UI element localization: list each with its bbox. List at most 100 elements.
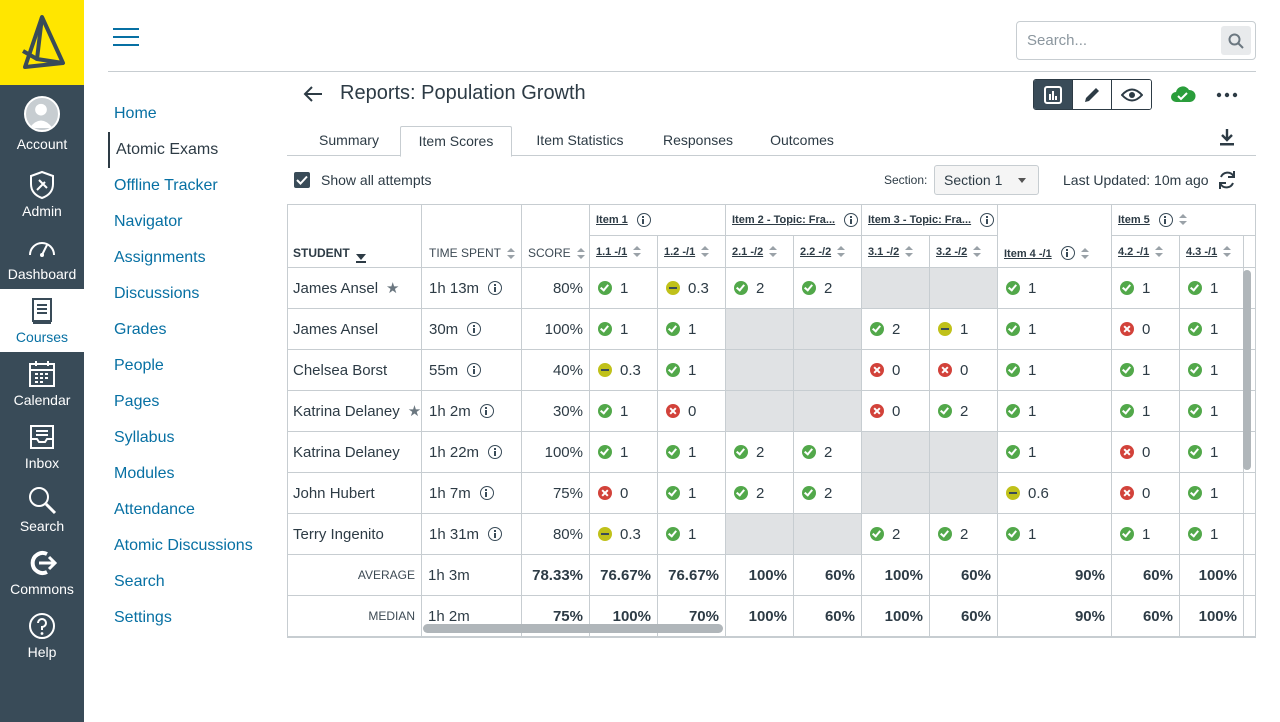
item-score-cell[interactable]: 1 (998, 514, 1112, 555)
course-nav-pages[interactable]: Pages (114, 393, 160, 410)
item-score-cell[interactable]: 1 (658, 514, 726, 555)
item-score-cell[interactable]: 2 (930, 514, 998, 555)
item-score-cell[interactable]: 0 (862, 391, 930, 432)
item-score-cell[interactable]: 1 (1112, 268, 1180, 309)
course-nav-offline-tracker[interactable]: Offline Tracker (114, 177, 218, 194)
student-name[interactable]: Terry Ingenito (293, 525, 384, 543)
item-score-cell[interactable]: 1 (1180, 350, 1244, 391)
horizontal-scrollbar[interactable] (423, 624, 723, 633)
info-icon[interactable] (488, 281, 503, 295)
student-name-cell[interactable]: John Hubert (288, 473, 422, 514)
item-score-cell[interactable]: 0 (862, 350, 930, 391)
info-icon[interactable] (1060, 246, 1075, 260)
item-score-cell[interactable]: 0 (1112, 473, 1180, 514)
section-select[interactable]: Section 1 (934, 165, 1039, 195)
item-score-cell[interactable]: 1 (590, 268, 658, 309)
subitem-header[interactable]: 4.2 -/1 (1112, 236, 1180, 268)
global-nav-commons[interactable]: Commons (0, 541, 84, 604)
course-nav-atomic-exams[interactable]: Atomic Exams (108, 132, 278, 168)
global-nav-dashboard[interactable]: Dashboard (0, 226, 84, 289)
vertical-scrollbar[interactable] (1241, 268, 1251, 554)
student-name[interactable]: James Ansel (293, 320, 379, 338)
global-nav-courses[interactable]: Courses (0, 289, 84, 352)
item-score-cell[interactable]: 1 (590, 432, 658, 473)
item-3-header-label[interactable]: Item 3 - Topic: Fra... (868, 214, 972, 226)
tab-item-scores[interactable]: Item Scores (400, 126, 512, 157)
info-icon[interactable] (467, 322, 482, 336)
sort-icon[interactable] (1178, 214, 1187, 226)
item-score-cell[interactable]: 1 (998, 432, 1112, 473)
student-name-cell[interactable]: James Ansel ★ (288, 268, 422, 309)
course-nav-atomic-discussions[interactable]: Atomic Discussions (114, 537, 253, 554)
item-score-cell[interactable]: 1 (590, 309, 658, 350)
subitem-header-label[interactable]: 4.2 -/1 (1118, 245, 1150, 258)
sort-icon[interactable] (1080, 248, 1089, 260)
item-score-cell[interactable]: 1 (658, 309, 726, 350)
student-name-cell[interactable]: Terry Ingenito (288, 514, 422, 555)
refresh-icon[interactable] (1216, 169, 1238, 191)
item-score-cell[interactable]: 0.3 (590, 514, 658, 555)
student-name[interactable]: Katrina Delaney (293, 443, 400, 461)
back-arrow-icon[interactable] (302, 83, 324, 105)
item-score-cell[interactable]: 1 (1112, 391, 1180, 432)
item-score-cell[interactable]: 2 (862, 514, 930, 555)
item-score-cell[interactable]: 2 (794, 432, 862, 473)
item-score-cell[interactable]: 1 (658, 432, 726, 473)
sort-icon[interactable] (507, 248, 516, 260)
show-all-attempts-label[interactable]: Show all attempts (321, 172, 432, 188)
tab-item-statistics[interactable]: Item Statistics (536, 132, 624, 148)
edit-view-button[interactable] (1073, 80, 1112, 109)
student-header[interactable]: STUDENT (288, 205, 422, 268)
sort-icon[interactable] (1155, 245, 1164, 258)
item-4-header[interactable]: Item 4 -/1 (998, 205, 1112, 268)
course-nav-people[interactable]: People (114, 357, 164, 374)
course-nav-home[interactable]: Home (114, 105, 157, 122)
item-score-cell[interactable]: 2 (930, 391, 998, 432)
item-score-cell[interactable]: 0 (930, 350, 998, 391)
show-all-attempts-checkbox[interactable] (294, 172, 310, 188)
course-nav-attendance[interactable]: Attendance (114, 501, 195, 518)
item-score-cell[interactable]: 1 (1112, 514, 1180, 555)
sort-icon[interactable] (769, 245, 778, 258)
sort-icon[interactable] (633, 245, 642, 258)
student-name-cell[interactable]: Chelsea Borst (288, 350, 422, 391)
info-icon[interactable] (636, 213, 651, 227)
item-score-cell[interactable]: 1 (998, 268, 1112, 309)
info-icon[interactable] (844, 213, 859, 227)
course-nav-settings[interactable]: Settings (114, 609, 172, 626)
info-icon[interactable] (488, 527, 503, 541)
item-score-cell[interactable]: 1 (998, 350, 1112, 391)
reports-view-button[interactable] (1034, 80, 1073, 109)
score-header[interactable]: SCORE (522, 205, 590, 268)
item-5-header-label[interactable]: Item 5 (1118, 214, 1150, 226)
subitem-header[interactable]: 3.1 -/2 (862, 236, 930, 268)
student-name-cell[interactable]: Katrina Delaney ★ (288, 391, 422, 432)
course-nav-discussions[interactable]: Discussions (114, 285, 200, 302)
more-options-icon[interactable] (1216, 92, 1238, 98)
item-score-cell[interactable]: 0 (1112, 432, 1180, 473)
item-score-cell[interactable]: 1 (1180, 268, 1244, 309)
global-nav-help[interactable]: Help (0, 604, 84, 667)
course-nav-modules[interactable]: Modules (114, 465, 175, 482)
info-icon[interactable] (479, 404, 494, 418)
download-icon[interactable] (1217, 127, 1237, 147)
student-name[interactable]: John Hubert (293, 484, 375, 502)
sort-icon[interactable] (576, 248, 585, 260)
item-score-cell[interactable]: 0 (1112, 309, 1180, 350)
sort-descending-icon[interactable] (355, 252, 366, 263)
time-spent-header[interactable]: TIME SPENT (422, 205, 522, 268)
global-nav-search[interactable]: Search (0, 478, 84, 541)
student-name[interactable]: Chelsea Borst (293, 361, 388, 379)
item-score-cell[interactable]: 1 (1180, 514, 1244, 555)
item-score-cell[interactable]: 1 (930, 309, 998, 350)
search-button[interactable] (1221, 26, 1251, 55)
subitem-header-label[interactable]: 4.3 -/1 (1186, 245, 1218, 258)
item-5-header[interactable]: Item 5 (1112, 205, 1255, 236)
student-name-cell[interactable]: James Ansel (288, 309, 422, 350)
info-icon[interactable] (488, 445, 503, 459)
item-2-header-label[interactable]: Item 2 - Topic: Fra... (732, 214, 836, 226)
item-score-cell[interactable]: 1 (1180, 309, 1244, 350)
item-score-cell[interactable]: 0.3 (590, 350, 658, 391)
global-nav-admin[interactable]: Admin (0, 163, 84, 226)
sort-icon[interactable] (1223, 245, 1232, 258)
